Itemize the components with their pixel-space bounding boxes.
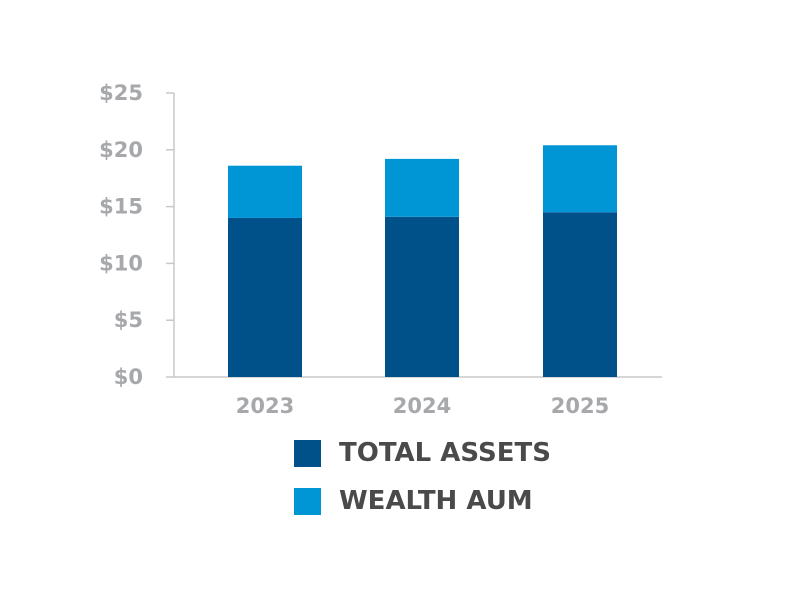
legend: TOTAL ASSETS WEALTH AUM — [294, 438, 551, 516]
legend-swatch — [294, 440, 321, 467]
bar-wealth-aum-2023 — [228, 165, 302, 218]
y-tick-label: $0 — [114, 365, 143, 389]
legend-label: WEALTH AUM — [339, 486, 533, 516]
y-tick-label: $20 — [99, 138, 143, 162]
x-tick-label: 2025 — [551, 394, 609, 418]
bar-total-assets-2025 — [543, 212, 617, 377]
x-tick-label: 2023 — [236, 394, 294, 418]
legend-label: TOTAL ASSETS — [339, 438, 551, 468]
bar-wealth-aum-2024 — [385, 158, 459, 217]
y-tick-label: $10 — [99, 251, 143, 275]
y-axis: $0 $5 $10 $15 $20 $25 — [99, 81, 175, 389]
y-tick-label: $5 — [114, 308, 143, 332]
y-tick-label: $15 — [99, 195, 143, 219]
y-tick-label: $25 — [99, 81, 143, 105]
legend-swatch — [294, 488, 321, 515]
x-axis: 2023 2024 2025 — [174, 376, 662, 418]
bar-total-assets-2024 — [385, 216, 459, 377]
x-tick-label: 2024 — [393, 394, 451, 418]
bar-wealth-aum-2025 — [543, 145, 617, 213]
bar-total-assets-2023 — [228, 217, 302, 377]
bars — [228, 145, 617, 377]
